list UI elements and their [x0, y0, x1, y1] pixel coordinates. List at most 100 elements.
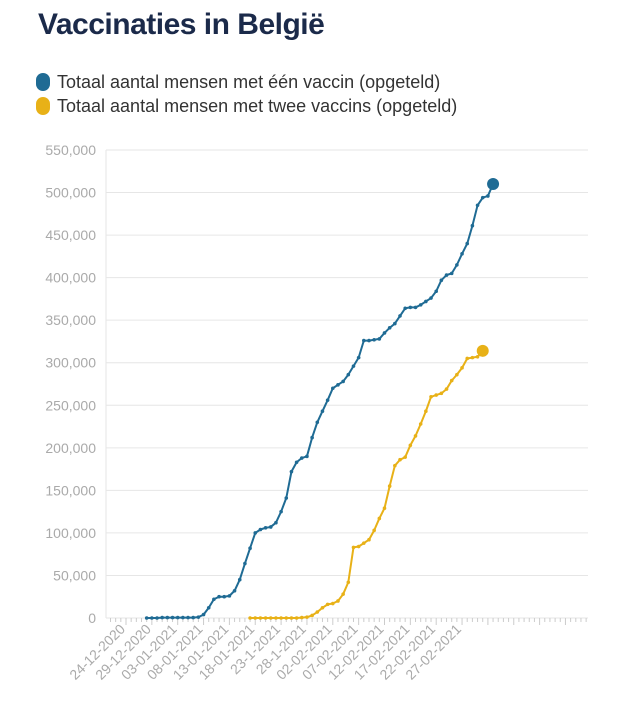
data-point	[403, 306, 407, 311]
data-point	[449, 378, 454, 383]
data-point	[299, 456, 304, 460]
data-point	[356, 355, 361, 360]
data-point	[382, 506, 387, 511]
data-point	[263, 616, 268, 620]
data-point	[367, 537, 371, 542]
data-point	[284, 496, 289, 500]
data-point	[181, 615, 185, 620]
data-point	[460, 366, 464, 370]
data-point	[372, 528, 376, 533]
legend-label-first-dose: Totaal aantal mensen met één vaccin (opg…	[57, 71, 441, 92]
y-tick-label: 0	[88, 610, 96, 626]
data-point	[455, 263, 459, 267]
data-point	[470, 355, 475, 360]
data-point	[424, 409, 428, 414]
data-point	[248, 546, 252, 551]
data-point	[346, 372, 351, 377]
data-point	[274, 520, 278, 525]
y-tick-label: 100,000	[45, 525, 96, 541]
data-point	[268, 525, 273, 529]
data-point	[144, 616, 149, 620]
data-point	[237, 577, 242, 582]
data-point	[165, 615, 170, 620]
data-point	[212, 597, 216, 602]
data-point	[465, 356, 470, 361]
data-point	[475, 203, 480, 208]
data-point	[465, 241, 470, 246]
data-point	[258, 527, 263, 532]
data-point	[460, 252, 464, 256]
data-point	[253, 616, 258, 620]
data-point	[449, 271, 454, 276]
data-point	[232, 588, 237, 593]
data-point	[217, 594, 221, 599]
data-point	[480, 195, 485, 200]
data-point	[398, 314, 402, 318]
data-point	[434, 393, 439, 397]
data-point	[294, 460, 299, 465]
data-point	[429, 296, 433, 300]
data-point	[279, 616, 283, 620]
data-point	[206, 605, 211, 610]
y-tick-label: 300,000	[45, 355, 96, 371]
data-point	[320, 605, 325, 610]
data-point	[429, 394, 433, 399]
data-point	[243, 561, 247, 566]
y-tick-label: 450,000	[45, 227, 96, 243]
data-point	[475, 354, 480, 359]
data-point	[289, 616, 294, 620]
data-point	[413, 434, 418, 438]
data-point	[418, 422, 423, 426]
data-point	[155, 616, 159, 620]
data-point	[336, 599, 340, 603]
series-line-first-dose	[146, 183, 494, 619]
y-tick-label: 250,000	[45, 397, 96, 413]
legend-swatch-first-dose	[36, 73, 50, 91]
chart-title: Vaccinaties in België	[38, 8, 325, 41]
data-point	[439, 391, 444, 396]
data-point	[320, 409, 325, 414]
data-point	[325, 398, 330, 402]
data-point	[191, 615, 196, 620]
data-point	[331, 386, 335, 391]
data-point	[268, 616, 273, 620]
data-point	[403, 455, 407, 459]
series-endpoint	[487, 178, 500, 191]
data-point	[362, 541, 366, 545]
data-point	[351, 545, 356, 550]
data-point	[372, 337, 376, 342]
data-point	[336, 383, 340, 387]
data-point	[310, 613, 314, 618]
data-point	[356, 544, 361, 549]
data-point	[305, 454, 309, 459]
legend-item-second-dose[interactable]: Totaal aantal mensen met twee vaccins (o…	[36, 94, 457, 118]
data-point	[170, 615, 175, 620]
data-point	[201, 612, 206, 617]
data-point	[150, 616, 154, 620]
data-point	[382, 331, 387, 335]
data-point	[160, 615, 164, 620]
data-point	[393, 321, 397, 326]
data-point	[444, 387, 449, 391]
legend-item-first-dose[interactable]: Totaal aantal mensen met één vaccin (opg…	[36, 70, 457, 94]
data-point	[274, 616, 278, 620]
data-point	[408, 305, 413, 310]
legend-swatch-second-dose	[36, 97, 50, 115]
data-point	[263, 526, 268, 530]
y-tick-label: 150,000	[45, 482, 96, 498]
data-point	[253, 531, 258, 535]
data-point	[470, 223, 475, 228]
legend-label-second-dose: Totaal aantal mensen met twee vaccins (o…	[57, 95, 458, 116]
data-point	[341, 592, 345, 596]
data-point	[258, 616, 263, 620]
data-point	[294, 616, 299, 620]
data-point	[341, 379, 345, 384]
data-point	[248, 616, 252, 620]
data-point	[424, 299, 428, 304]
y-tick-label: 50,000	[53, 567, 96, 583]
data-point	[486, 194, 490, 198]
data-point	[387, 484, 392, 488]
data-point	[387, 326, 392, 330]
data-point	[186, 615, 190, 620]
